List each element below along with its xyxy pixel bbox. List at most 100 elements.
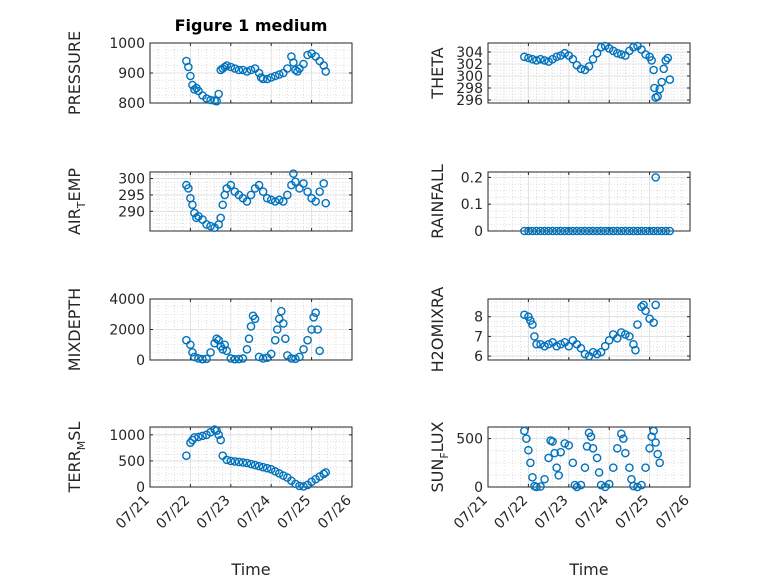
data-point — [520, 226, 529, 236]
data-point — [299, 179, 308, 188]
data-point — [659, 64, 669, 74]
data-point — [592, 349, 602, 359]
data-point — [184, 62, 193, 72]
data-point — [584, 62, 594, 71]
data-point — [665, 226, 675, 236]
x-tick-label: 07/25 — [613, 493, 653, 533]
data-point — [588, 347, 598, 357]
data-point — [283, 190, 292, 200]
data-point — [311, 308, 320, 318]
subplot-top-left: 800 900 1000 PRESSURE — [65, 31, 353, 115]
data-point — [315, 346, 324, 356]
data-point — [270, 71, 280, 81]
y-label-subscript: T — [75, 201, 88, 209]
data-point — [657, 77, 667, 87]
data-point — [612, 48, 622, 58]
y-tick-label: 302 — [456, 57, 483, 73]
data-point — [291, 65, 300, 75]
y-label-main: MIXDEPTH — [65, 288, 84, 371]
x-axis-label: Time — [568, 560, 608, 579]
data-point — [544, 453, 553, 463]
data-point — [592, 48, 602, 58]
data-point — [520, 52, 529, 62]
data-point — [608, 226, 618, 236]
y-axis-label: TERRMSL — [65, 422, 88, 494]
data-point — [315, 187, 324, 196]
plot-area — [488, 299, 690, 360]
data-point — [319, 179, 329, 188]
data-point — [182, 451, 191, 460]
data-point — [226, 354, 236, 363]
y-label-main: AIR — [65, 208, 84, 235]
data-point — [600, 341, 610, 351]
y-tick-label: 0 — [474, 224, 483, 240]
y-label-subscript: M — [75, 441, 88, 451]
data-point — [226, 62, 236, 72]
data-point — [564, 441, 574, 450]
data-point — [194, 432, 203, 442]
data-point — [313, 325, 322, 334]
data-point — [647, 56, 656, 65]
data-point — [580, 463, 590, 472]
data-point — [246, 190, 256, 200]
x-tick-label: 07/26 — [653, 492, 693, 532]
data-point — [560, 226, 570, 236]
plot-area — [150, 427, 352, 487]
y-label-main: PRESSURE — [65, 31, 84, 115]
data-point — [279, 197, 288, 206]
data-point — [528, 54, 537, 64]
data-point — [641, 306, 650, 316]
data-point — [554, 471, 564, 480]
data-point — [276, 306, 286, 316]
data-point — [576, 226, 586, 236]
data-point — [572, 226, 582, 236]
data-point — [262, 463, 272, 473]
data-point — [540, 341, 549, 351]
data-point — [639, 300, 648, 310]
data-point — [570, 480, 580, 490]
y-label-main: THETA — [428, 47, 447, 99]
y-tick-label: 298 — [456, 81, 483, 97]
y-tick-label: 0 — [136, 480, 145, 496]
data-point — [299, 482, 308, 491]
data-point — [206, 221, 215, 231]
y-axis-label: MIXDEPTH — [65, 288, 84, 371]
data-point — [544, 226, 553, 236]
data-point — [520, 426, 529, 436]
data-point — [625, 463, 634, 472]
data-point — [214, 89, 223, 99]
data-point — [556, 226, 566, 236]
data-point — [234, 354, 244, 364]
data-point — [190, 352, 199, 362]
data-point — [198, 431, 207, 441]
data-point — [633, 482, 642, 492]
data-point — [281, 334, 290, 343]
axes-box — [487, 42, 691, 104]
data-point — [291, 479, 300, 489]
data-point — [254, 180, 264, 190]
data-point — [532, 339, 541, 349]
data-point — [299, 345, 308, 354]
y-axis-label: AIRTEMP — [65, 168, 88, 235]
axes-box — [149, 171, 353, 232]
data-point — [536, 339, 545, 349]
data-point — [633, 320, 642, 329]
data-point — [206, 348, 215, 357]
data-point — [262, 193, 272, 203]
data-point — [650, 83, 659, 93]
data-point — [212, 334, 221, 343]
data-point — [617, 429, 626, 439]
data-point — [556, 447, 566, 457]
data-point — [564, 226, 574, 236]
data-point — [637, 226, 646, 236]
data-point — [279, 319, 288, 328]
data-point — [194, 354, 203, 363]
data-point — [540, 56, 549, 65]
data-point — [649, 226, 658, 236]
data-point — [548, 437, 557, 446]
data-point — [528, 473, 537, 482]
data-point — [520, 310, 529, 320]
data-point — [596, 480, 606, 490]
subplot-bottom-right: 0 500 07/21 07/22 07/23 07/24 07/25 07/26 Time SU… — [428, 421, 693, 579]
data-point — [661, 226, 671, 236]
